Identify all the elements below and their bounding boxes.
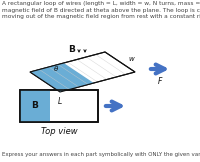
Text: A rectangular loop of wires (length = L, width = w, N turns, mass = m, resistanc: A rectangular loop of wires (length = L,…	[2, 1, 200, 19]
Polygon shape	[30, 52, 135, 92]
Text: Top view: Top view	[41, 127, 77, 136]
Text: L: L	[58, 97, 62, 106]
Text: B: B	[69, 45, 75, 53]
Bar	[20, 90, 98, 122]
Text: F: F	[158, 77, 162, 86]
Text: θ: θ	[54, 66, 58, 72]
Text: B: B	[31, 102, 38, 110]
Bar	[20, 90, 50, 122]
Bar	[20, 90, 98, 122]
Text: Express your answers in each part symbolically with ONLY the given variables and: Express your answers in each part symbol…	[2, 152, 200, 157]
Polygon shape	[30, 63, 94, 92]
Text: w: w	[128, 56, 134, 62]
